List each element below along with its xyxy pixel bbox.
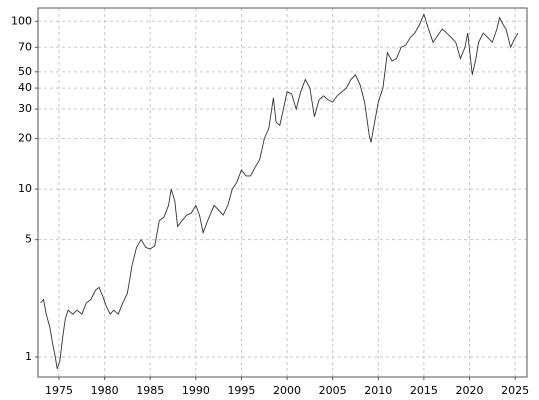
- plot-area: [38, 8, 527, 377]
- y-tick-label: 50: [18, 65, 32, 78]
- x-tick-label: 2000: [273, 384, 301, 397]
- y-tick-label: 70: [18, 40, 32, 53]
- y-tick-label: 5: [25, 233, 32, 246]
- x-tick-label: 2005: [319, 384, 347, 397]
- x-tick-label: 2020: [456, 384, 484, 397]
- x-tick-label: 2010: [364, 384, 392, 397]
- y-tick-label: 10: [18, 182, 32, 195]
- y-tick-label: 1: [25, 350, 32, 363]
- x-tick-label: 1980: [91, 384, 119, 397]
- x-tick-label: 1995: [227, 384, 255, 397]
- x-tick-label: 2015: [410, 384, 438, 397]
- y-tick-label: 30: [18, 102, 32, 115]
- y-tick-label: 100: [11, 14, 32, 27]
- x-tick-label: 1975: [45, 384, 73, 397]
- y-tick-label: 40: [18, 81, 32, 94]
- line: [40, 13, 519, 369]
- y-tick-label: 20: [18, 132, 32, 145]
- x-tick-label: 2025: [501, 384, 529, 397]
- x-tick-label: 1985: [136, 384, 164, 397]
- plot-frame: [37, 7, 528, 378]
- x-tick-label: 1990: [182, 384, 210, 397]
